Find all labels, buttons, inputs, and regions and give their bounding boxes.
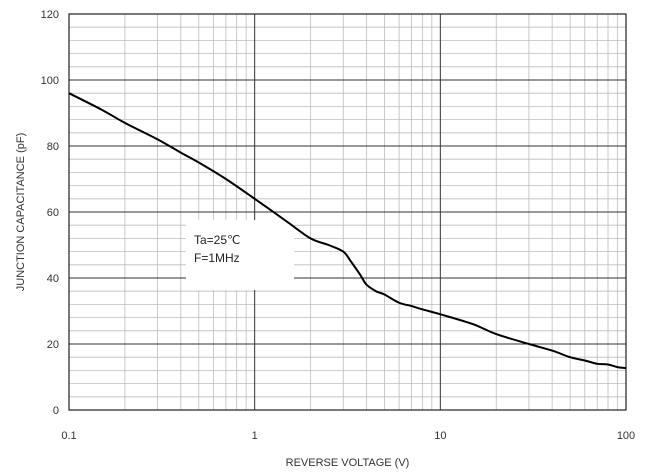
y-tick-label: 60 <box>47 207 59 219</box>
x-tick-label: 1 <box>252 430 258 442</box>
y-tick-label: 40 <box>47 273 59 285</box>
y-tick-label: 0 <box>53 405 59 417</box>
annotation-frequency: F=1MHz <box>194 251 240 265</box>
y-tick-label: 120 <box>41 9 59 21</box>
x-tick-label: 100 <box>617 430 635 442</box>
y-tick-label: 80 <box>47 141 59 153</box>
x-axis-title: REVERSE VOLTAGE (V) <box>286 457 410 469</box>
y-axis-title: JUNCTION CAPACITANCE (pF) <box>15 133 27 292</box>
annotation-box <box>186 220 294 290</box>
y-tick-label: 100 <box>41 75 59 87</box>
y-tick-label: 20 <box>47 339 59 351</box>
annotation-temperature: Ta=25℃ <box>194 233 241 247</box>
x-tick-label: 10 <box>434 430 446 442</box>
series-line <box>68 92 627 370</box>
plot-area <box>68 13 627 411</box>
x-tick-label: 0.1 <box>61 430 76 442</box>
